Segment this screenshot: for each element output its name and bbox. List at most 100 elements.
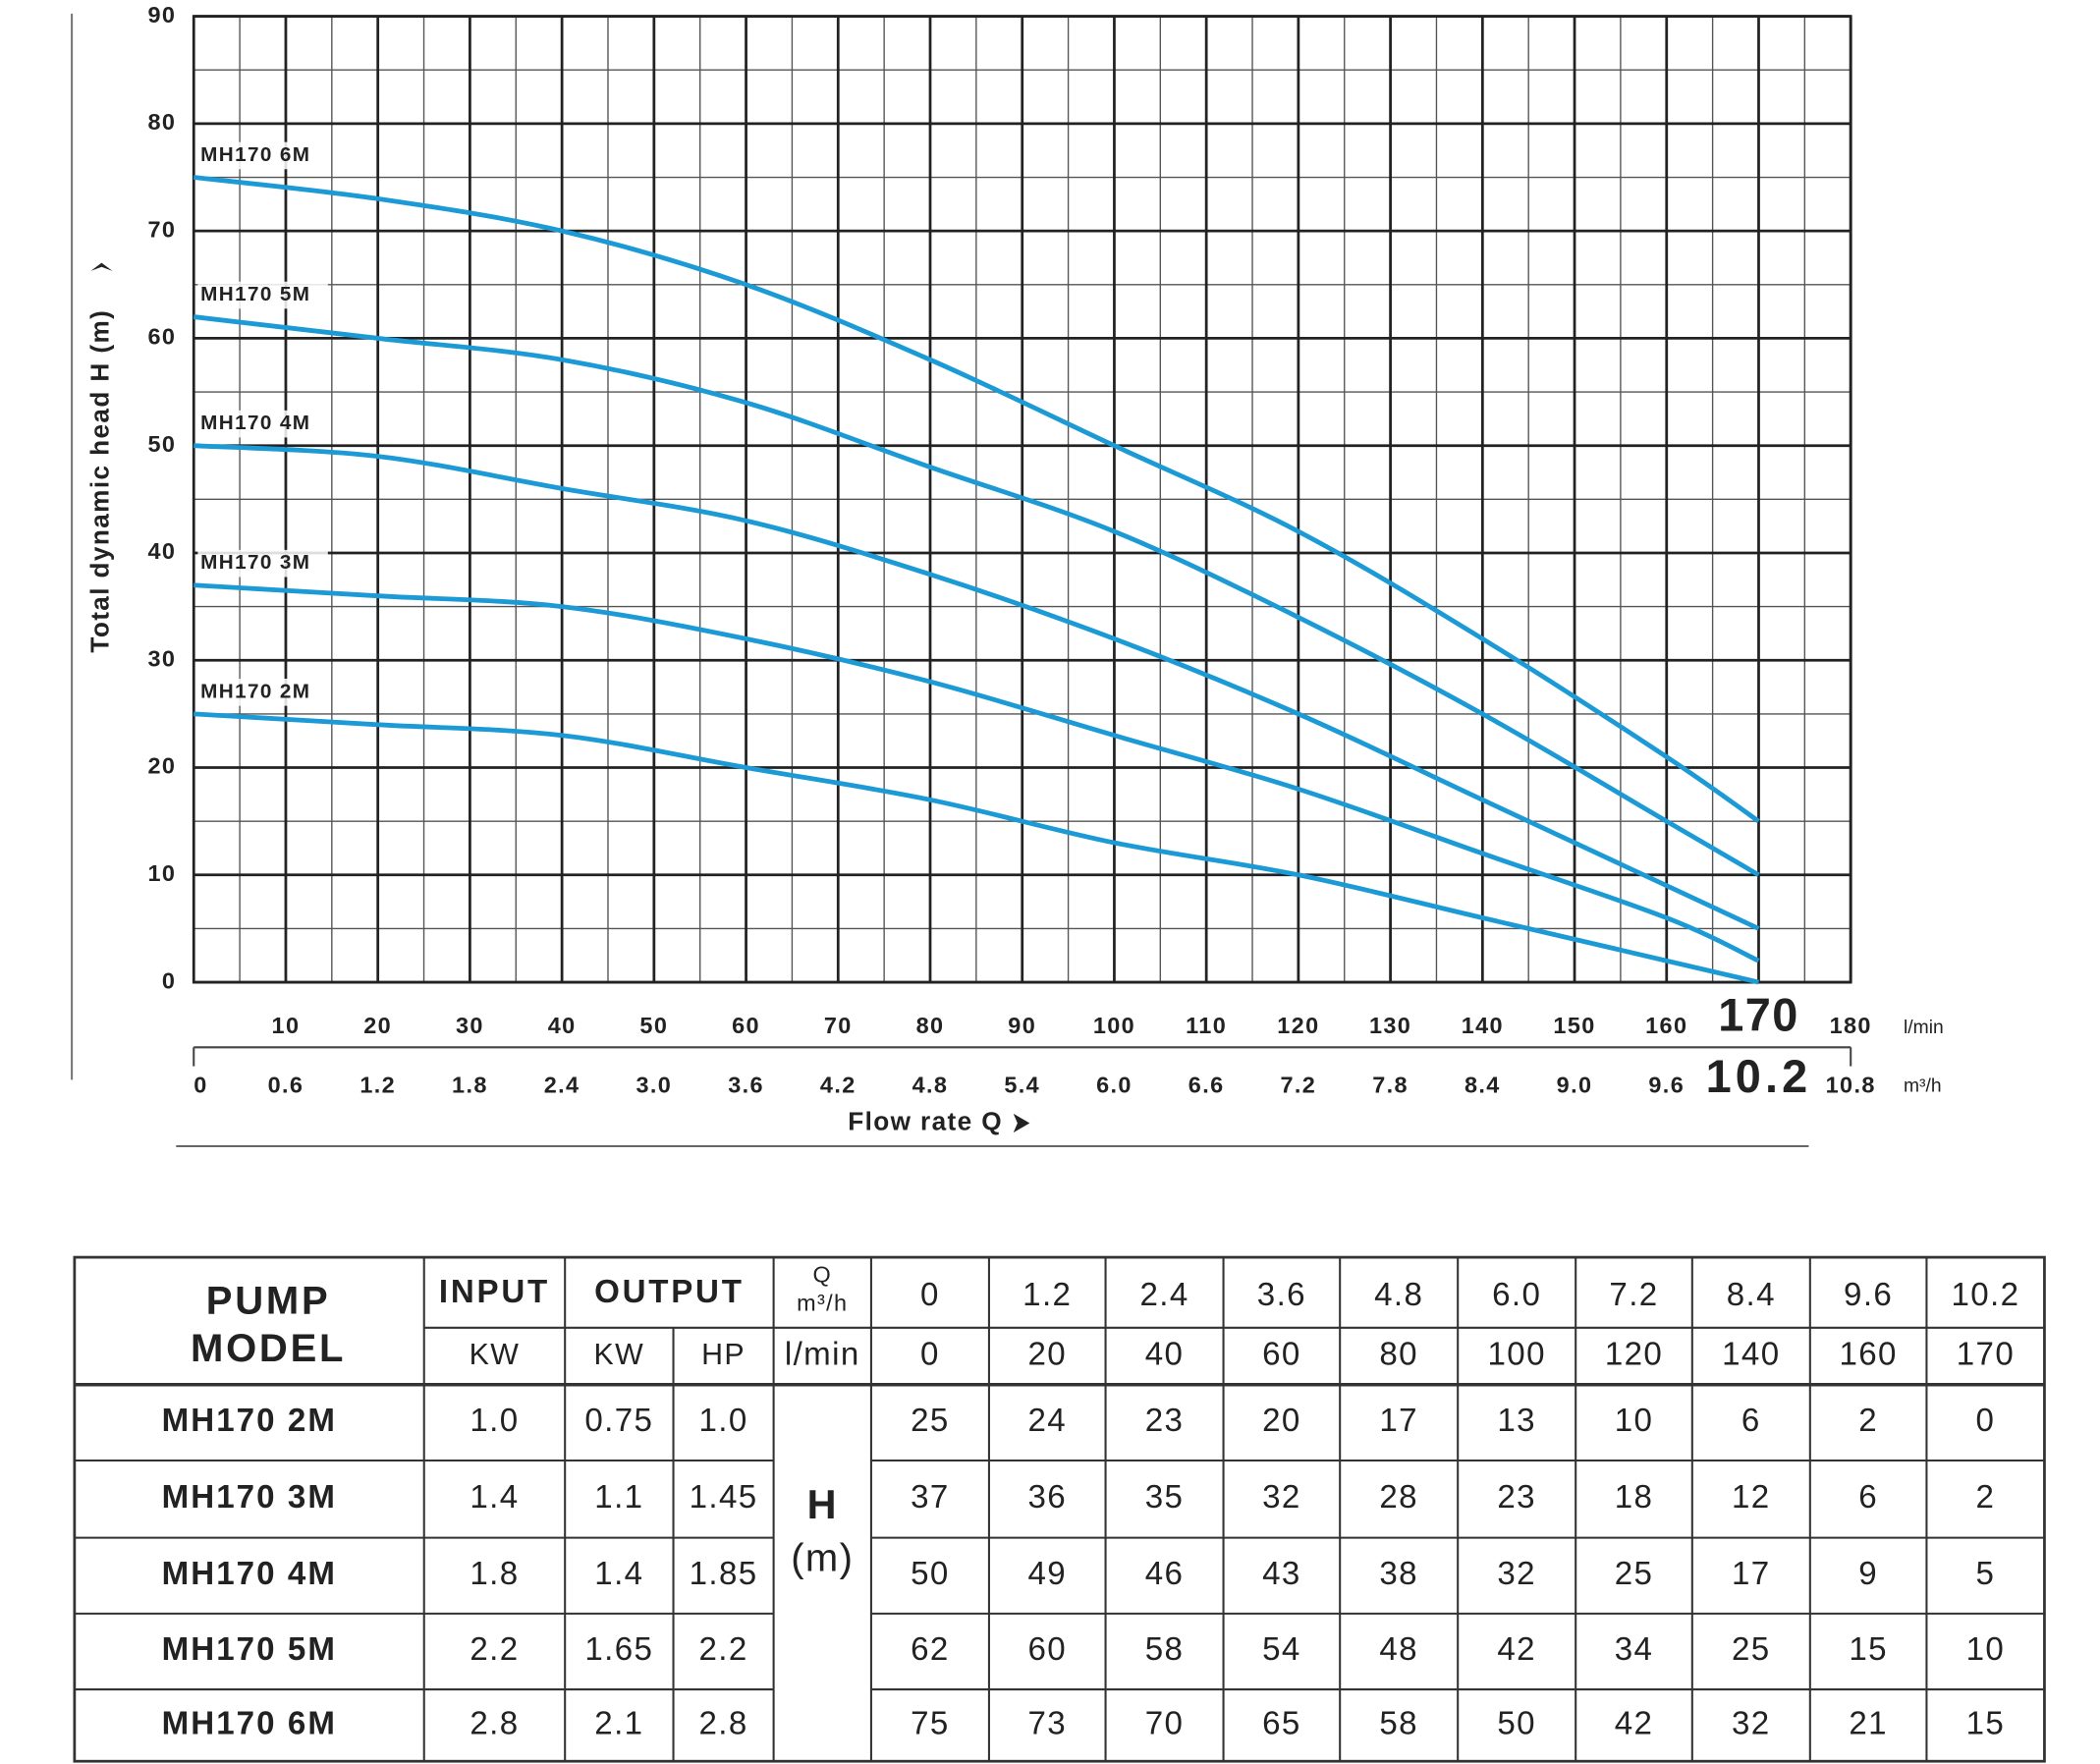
header: INPUT [439, 1274, 550, 1310]
x-tick-label: 160 [1645, 1013, 1687, 1038]
curve [193, 443, 1760, 931]
x-tick-label: 150 [1553, 1013, 1595, 1038]
x2-tick-label: 4.8 [912, 1072, 949, 1097]
header: 7.2 [1609, 1277, 1658, 1313]
cell: 23 [1145, 1403, 1185, 1439]
x2-tick-label: 2.4 [544, 1072, 580, 1097]
x2-tick-label: 10.2 [1706, 1051, 1812, 1102]
x-axis-label: Flow rate Q [848, 1106, 1003, 1135]
curve [193, 711, 1760, 985]
series-label: MH170 6M [200, 143, 310, 166]
header: MODEL [191, 1327, 346, 1370]
series-label: MH170 3M [200, 551, 310, 574]
cell: 50 [1497, 1705, 1536, 1741]
x-tick-label: 170 [1718, 990, 1798, 1041]
cell: 62 [911, 1631, 950, 1668]
labels: MH170 6M MH170 5M MH170 4M MH170 3M MH170 2M [197, 141, 328, 706]
cell: 1.1 [594, 1479, 643, 1516]
header: HP [701, 1339, 746, 1371]
cell: 0.75 [584, 1403, 653, 1439]
x-tick-label: 20 [363, 1013, 392, 1038]
series-label: MH170 4M [200, 412, 310, 434]
header: m³/h [797, 1291, 848, 1316]
model: MH170 6M [162, 1705, 337, 1741]
cell: 20 [1262, 1403, 1301, 1439]
x2-tick-label: 3.0 [636, 1072, 672, 1097]
header: l/min [785, 1337, 860, 1373]
cell: 42 [1497, 1631, 1536, 1668]
cell: 25 [1615, 1556, 1654, 1592]
header: 60 [1262, 1337, 1301, 1373]
cell: 38 [1379, 1556, 1418, 1592]
cell: 5 [1976, 1556, 1996, 1592]
header: KW [470, 1339, 521, 1371]
x2-tick-label: 7.2 [1281, 1072, 1317, 1097]
cell: 1.0 [698, 1403, 747, 1439]
grid: 0 10 20 30 40 50 60 70 80 90 10 20 30 40 50 60 70 80 90 100… [147, 2, 1876, 1102]
header: 160 [1839, 1337, 1897, 1373]
cell: 13 [1497, 1403, 1536, 1439]
header: 0 [920, 1277, 940, 1313]
cell: 46 [1145, 1556, 1185, 1592]
cell: 48 [1379, 1631, 1418, 1668]
label-bg [197, 549, 328, 578]
x-tick-label: 180 [1830, 1013, 1872, 1038]
x-unit: l/min [1904, 1018, 1944, 1038]
model: MH170 3M [162, 1479, 337, 1516]
x2-tick-label: 0.6 [268, 1072, 304, 1097]
header: 40 [1145, 1337, 1185, 1373]
x2-tick-label: 1.2 [359, 1072, 396, 1097]
x2-tick-label: 9.0 [1557, 1072, 1593, 1097]
cell: 42 [1615, 1705, 1654, 1741]
y-tick-label: 30 [147, 645, 176, 671]
header: 9.6 [1844, 1277, 1893, 1313]
x2-tick-label: 4.2 [820, 1072, 857, 1097]
y-tick-label: 90 [147, 2, 176, 28]
cell: 25 [1732, 1631, 1771, 1668]
cell: 2 [1976, 1479, 1996, 1516]
y-tick-label: 20 [147, 753, 176, 779]
x2-tick-label: 10.8 [1826, 1072, 1876, 1097]
x-tick-label: 50 [639, 1013, 668, 1038]
series-label: MH170 2M [200, 680, 310, 702]
x-tick-label: 70 [824, 1013, 853, 1038]
cell: 34 [1615, 1631, 1654, 1668]
x2-tick-label: 3.6 [728, 1072, 764, 1097]
header: 140 [1722, 1337, 1780, 1373]
y-tick-label: 10 [147, 860, 176, 886]
header: 4.8 [1374, 1277, 1423, 1313]
cell: 17 [1379, 1403, 1418, 1439]
cell: 32 [1262, 1479, 1301, 1516]
cell: 50 [911, 1556, 950, 1592]
cell: 6 [1858, 1479, 1878, 1516]
cell: 58 [1145, 1631, 1185, 1668]
cell: 73 [1027, 1705, 1067, 1741]
x-tick-label: 130 [1369, 1013, 1411, 1038]
x-tick-label: 110 [1186, 1013, 1227, 1038]
cell: 1.4 [594, 1556, 643, 1592]
x-tick-label: 120 [1277, 1013, 1319, 1038]
cell: 2 [1858, 1403, 1878, 1439]
label-bg [197, 281, 328, 309]
x2-tick-label: 0 [193, 1072, 207, 1097]
cell: 1.8 [470, 1556, 519, 1592]
y-tick-label: 80 [147, 109, 176, 135]
cell: 0 [1976, 1403, 1996, 1439]
cell: 2.2 [698, 1631, 747, 1668]
header: Q [812, 1262, 832, 1288]
curves [193, 175, 1760, 985]
cell: 70 [1145, 1705, 1185, 1741]
header: 170 [1957, 1337, 2015, 1373]
cell: 17 [1732, 1556, 1771, 1592]
series-label: MH170 5M [200, 283, 310, 305]
header: 8.4 [1727, 1277, 1776, 1313]
y-tick-label: 40 [147, 538, 176, 564]
x-tick-label: 90 [1008, 1013, 1036, 1038]
model: MH170 5M [162, 1631, 337, 1668]
curve [193, 314, 1760, 877]
header: KW [594, 1339, 645, 1371]
cell: 1.0 [470, 1403, 519, 1439]
cell: 37 [911, 1479, 950, 1516]
x-tick-label: 40 [548, 1013, 577, 1038]
